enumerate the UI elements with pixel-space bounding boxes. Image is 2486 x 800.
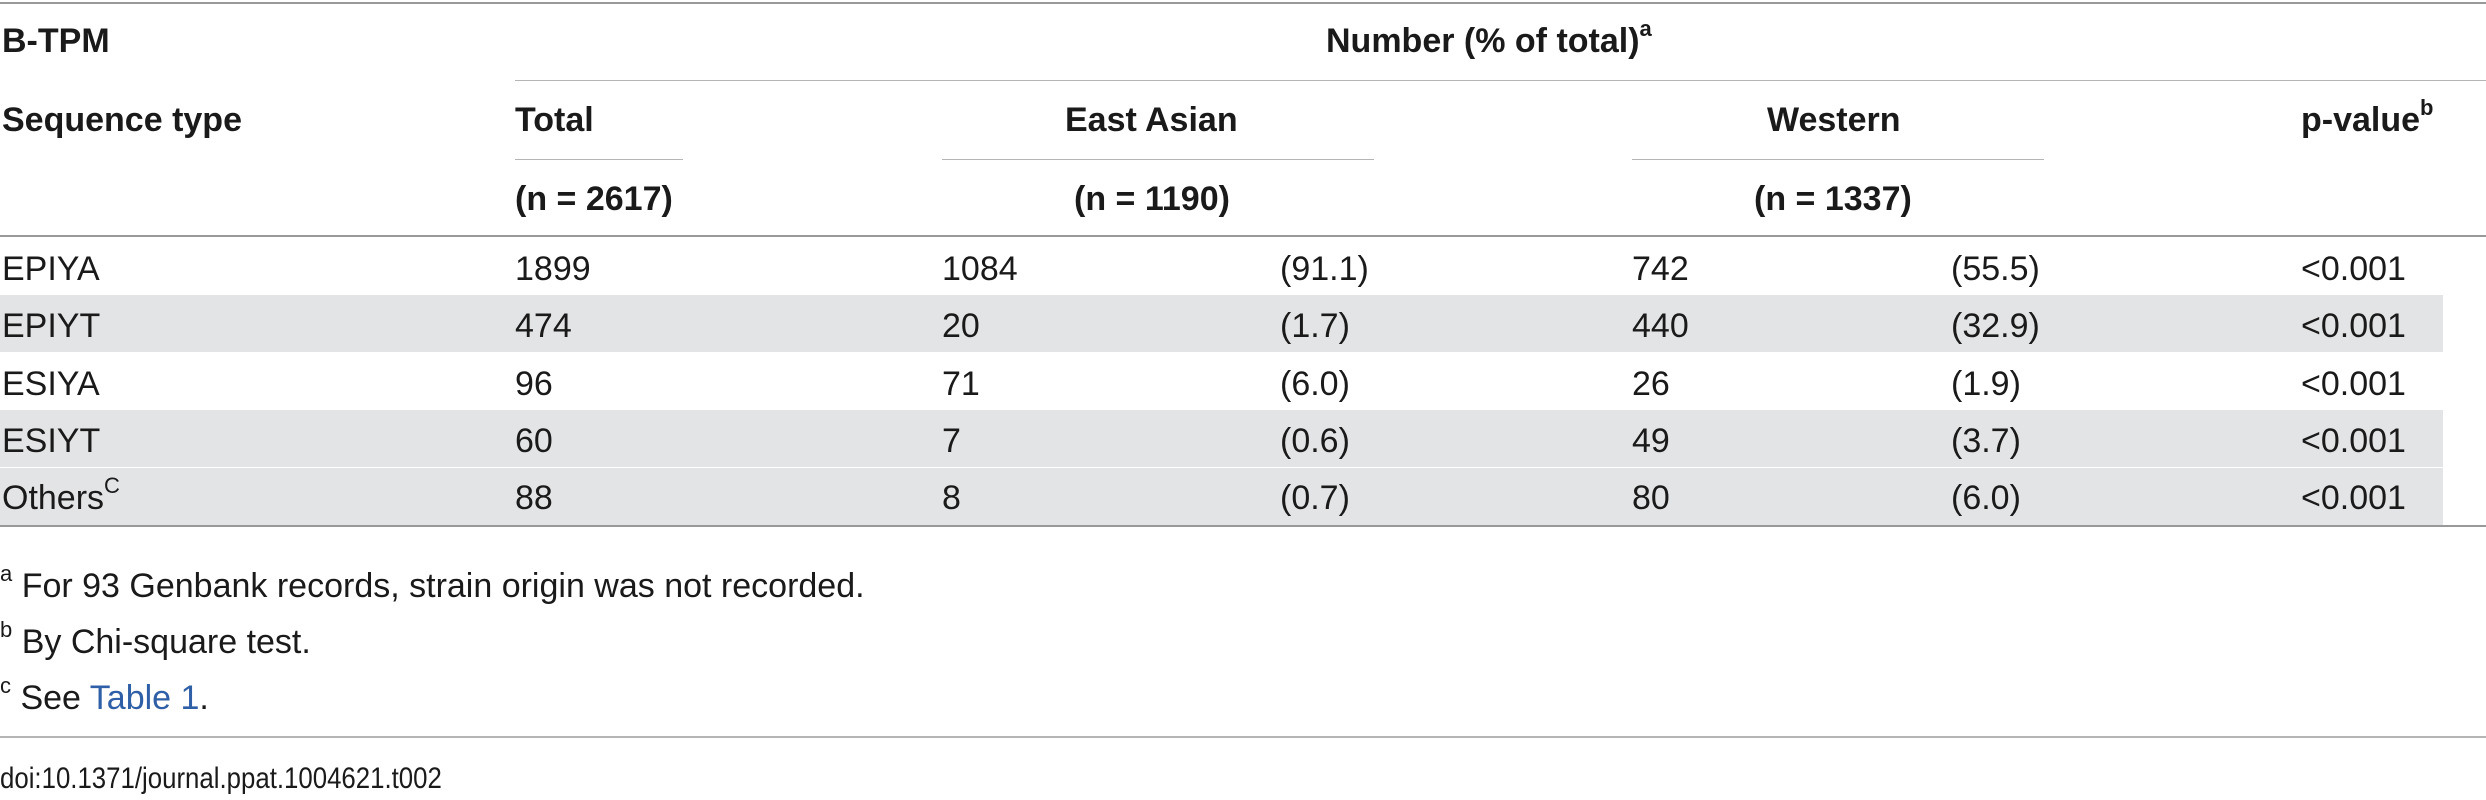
cell-pvalue: <0.001 [2301, 365, 2406, 403]
cell-ea-n: 71 [942, 365, 980, 403]
western-sub-rule [1632, 159, 2044, 160]
group-header-text: Number (% of total) [1326, 22, 1640, 60]
cell-w-n: 49 [1632, 422, 1670, 460]
cell-ea-n: 8 [942, 479, 961, 517]
cell-type: EPIYA [2, 250, 100, 288]
row-band-4 [0, 410, 2443, 467]
pvalue-label: p-value [2301, 101, 2421, 139]
col-header-east-asian: East Asian [1065, 101, 1238, 139]
footnote-a-text: For 93 Genbank records, strain origin wa… [21, 567, 865, 605]
cell-total: 474 [515, 307, 572, 345]
footnote-a: a For 93 Genbank records, strain origin … [0, 562, 865, 606]
doi-label: doi:10.1371/journal.ppat.1004621.t002 [0, 762, 442, 795]
cell-pvalue: <0.001 [2301, 422, 2406, 460]
total-sub-rule [515, 159, 683, 160]
group-header: Number (% of total)a [1326, 17, 1652, 61]
footnote-a-sup: a [0, 560, 13, 586]
cell-total: 88 [515, 479, 553, 517]
cell-w-pct: (6.0) [1951, 479, 2021, 517]
cell-type-text: Others [2, 479, 105, 517]
col-header-western: Western [1767, 101, 1901, 139]
cell-ea-n: 1084 [942, 250, 1018, 288]
footnote-b-sup: b [0, 616, 13, 642]
footnote-c-suffix: . [199, 679, 209, 717]
group-header-sup: a [1639, 15, 1652, 41]
cell-pvalue: <0.001 [2301, 250, 2406, 288]
row-band-5 [0, 468, 2443, 525]
table-1-link[interactable]: Table 1 [89, 679, 200, 717]
footnote-c-prefix: See [20, 679, 90, 717]
cell-w-n: 80 [1632, 479, 1670, 517]
cell-type: ESIYA [2, 365, 100, 403]
cell-w-pct: (32.9) [1951, 307, 2040, 345]
footnote-c-sup: c [0, 672, 11, 698]
cell-w-pct: (55.5) [1951, 250, 2040, 288]
corner-label: B-TPM [2, 22, 110, 60]
cell-ea-n: 7 [942, 422, 961, 460]
cell-w-n: 26 [1632, 365, 1670, 403]
cell-ea-pct: (6.0) [1280, 365, 1350, 403]
footnote-c: c See Table 1. [0, 674, 209, 718]
footnote-bottom-rule [0, 736, 2486, 738]
n-total: (n = 2617) [515, 180, 673, 218]
header-bottom-rule [0, 235, 2486, 237]
row-band-2 [0, 295, 2443, 352]
cell-ea-pct: (0.7) [1280, 479, 1350, 517]
cell-w-pct: (1.9) [1951, 365, 2021, 403]
cell-total: 60 [515, 422, 553, 460]
cell-pvalue: <0.001 [2301, 307, 2406, 345]
col-header-total: Total [515, 101, 594, 139]
cell-type: EPIYT [2, 307, 101, 345]
footnote-b: b By Chi-square test. [0, 618, 311, 662]
cell-ea-pct: (1.7) [1280, 307, 1350, 345]
cell-ea-pct: (91.1) [1280, 250, 1369, 288]
cell-w-pct: (3.7) [1951, 422, 2021, 460]
n-east-asian: (n = 1190) [1074, 180, 1230, 218]
cell-type: ESIYT [2, 422, 101, 460]
cell-ea-pct: (0.6) [1280, 422, 1350, 460]
cell-total: 1899 [515, 250, 591, 288]
cell-pvalue: <0.001 [2301, 479, 2406, 517]
n-western: (n = 1337) [1754, 180, 1912, 218]
cell-w-n: 742 [1632, 250, 1689, 288]
col-header-pvalue: p-valueb [2301, 96, 2434, 140]
pvalue-sup: b [2420, 94, 2434, 120]
cell-type: OthersC [2, 474, 120, 518]
cell-type-sup: C [104, 472, 120, 498]
table-bottom-rule [0, 525, 2486, 527]
cell-w-n: 440 [1632, 307, 1689, 345]
group-header-rule [515, 80, 2486, 81]
top-rule [0, 2, 2486, 4]
footnote-b-text: By Chi-square test. [21, 623, 311, 661]
cell-total: 96 [515, 365, 553, 403]
east-asian-sub-rule [942, 159, 1374, 160]
row-header-sequence-type: Sequence type [2, 101, 242, 139]
cell-ea-n: 20 [942, 307, 980, 345]
